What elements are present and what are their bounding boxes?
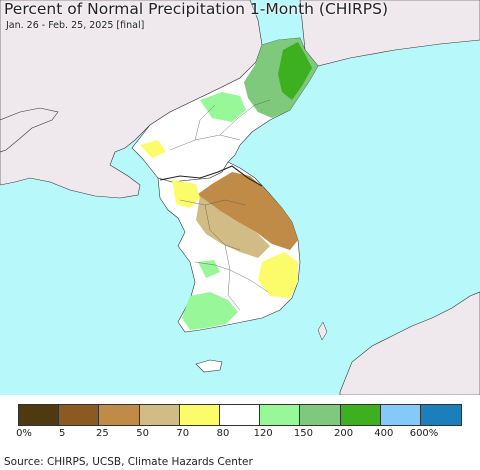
legend-tick-label: 70 xyxy=(176,428,190,439)
legend-labels: 0% 5 25 50 70 80 120 150 200 400 600% xyxy=(0,428,480,442)
japan-landmass xyxy=(339,291,480,395)
legend-tick-label: 25 xyxy=(96,428,109,439)
legend-color-bar xyxy=(18,404,463,426)
map-subtitle: Jan. 26 - Feb. 25, 2025 [final] xyxy=(6,20,145,31)
jeju-island xyxy=(195,359,223,373)
legend-tick-label: 400 xyxy=(374,428,394,439)
legend-swatch xyxy=(19,405,60,425)
legend-tick-label: 200 xyxy=(334,428,354,439)
legend-tick-label: 0% xyxy=(16,428,32,439)
nk-dark-green-region xyxy=(278,42,312,100)
sk-yellow-region-east xyxy=(258,252,298,298)
legend-tick-label: 120 xyxy=(253,428,273,439)
tsushima-island xyxy=(317,321,328,341)
map-title: Percent of Normal Precipitation 1-Month … xyxy=(4,0,388,18)
admin-boundaries xyxy=(169,99,271,311)
legend-swatch xyxy=(260,405,301,425)
map-area: Percent of Normal Precipitation 1-Month … xyxy=(0,0,480,395)
nk-yellow-region xyxy=(140,140,166,158)
legend-tick-label: 5 xyxy=(59,428,66,439)
legend-swatch xyxy=(99,405,140,425)
sk-green-region-south xyxy=(182,292,238,330)
legend-swatch xyxy=(300,405,341,425)
legend-tick-label: 50 xyxy=(136,428,149,439)
sk-yellow-region-west xyxy=(172,180,200,208)
legend-tick-label: 80 xyxy=(216,428,230,439)
sk-brown-region xyxy=(198,172,298,250)
sk-green-region-sw xyxy=(198,260,220,278)
legend-swatch xyxy=(219,405,261,425)
liaodong-peninsula xyxy=(0,107,59,153)
legend-tick-label: 600% xyxy=(409,428,439,439)
legend-swatch xyxy=(420,405,462,425)
legend-swatch xyxy=(340,405,381,425)
precipitation-map xyxy=(0,0,480,395)
legend-swatch xyxy=(380,405,421,425)
legend-swatch xyxy=(179,405,220,425)
source-credit: Source: CHIRPS, UCSB, Climate Hazards Ce… xyxy=(4,456,253,468)
legend-tick-label: 150 xyxy=(293,428,313,439)
nk-light-green-region xyxy=(200,92,246,122)
sk-tan-region xyxy=(196,196,270,258)
dmz-line xyxy=(159,165,263,187)
legend-swatch xyxy=(59,405,100,425)
legend-swatch xyxy=(139,405,180,425)
